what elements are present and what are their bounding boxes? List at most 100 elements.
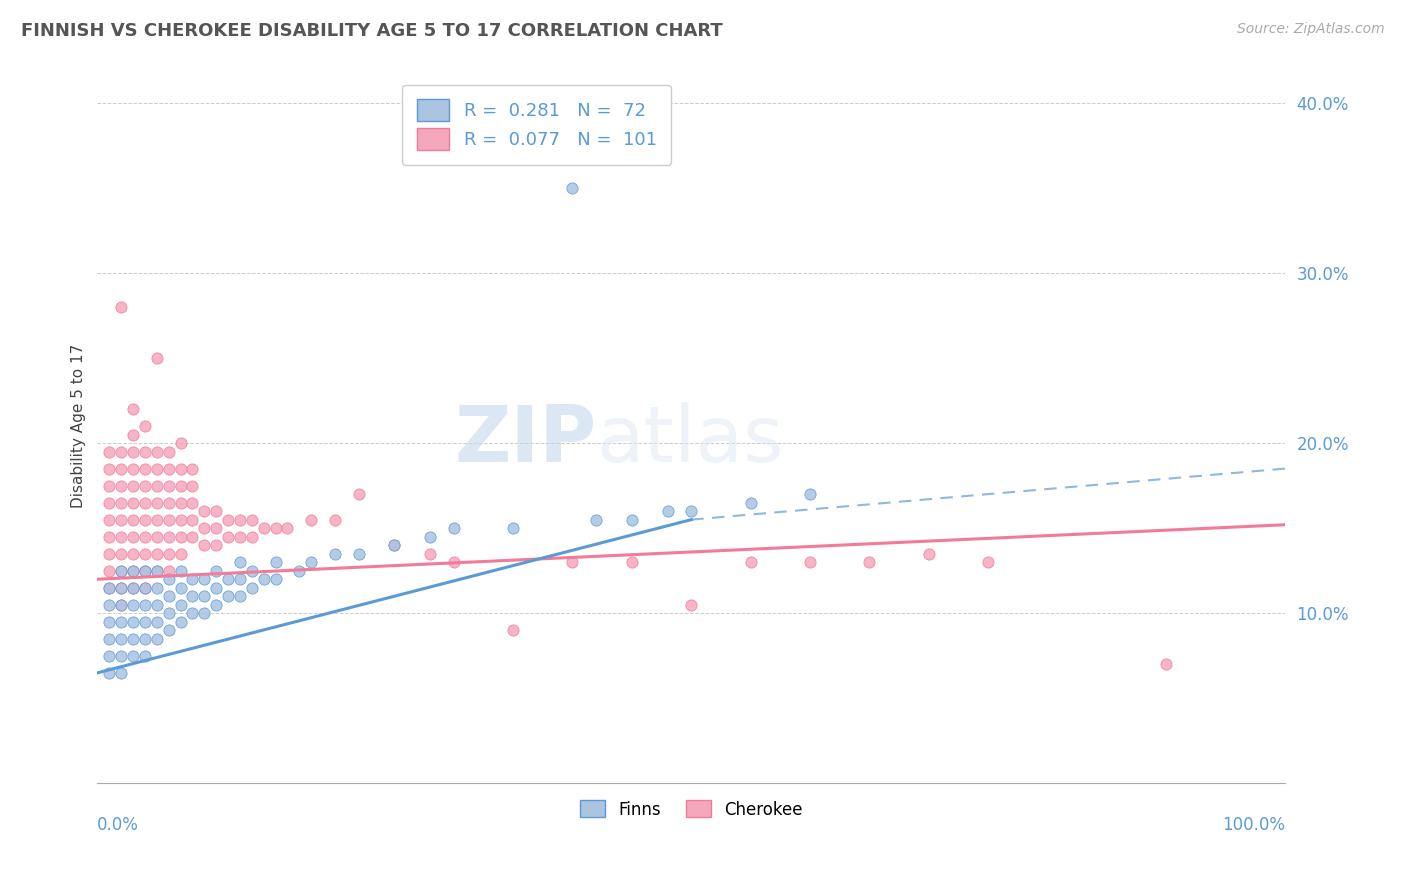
Point (134, 632, 156, 646)
Point (145, 495, 167, 509)
Point (122, 547, 145, 561)
Point (240, 513, 263, 527)
Point (122, 402, 145, 417)
Point (799, 487, 821, 501)
Point (217, 589, 239, 603)
Point (561, 555, 583, 569)
Point (110, 300, 132, 314)
Point (145, 444, 167, 458)
Point (157, 589, 180, 603)
Point (681, 598, 703, 612)
Point (382, 538, 405, 552)
Point (110, 444, 132, 458)
Point (169, 478, 191, 492)
Point (193, 538, 215, 552)
Point (193, 572, 215, 586)
Point (122, 564, 145, 578)
Point (145, 615, 167, 629)
Point (145, 632, 167, 646)
Point (134, 478, 156, 492)
Point (145, 547, 167, 561)
Point (122, 581, 145, 595)
Point (98, 615, 121, 629)
Point (98, 495, 121, 509)
Point (264, 572, 287, 586)
Point (134, 564, 156, 578)
Point (347, 487, 370, 501)
Point (110, 513, 132, 527)
Point (347, 547, 370, 561)
Point (110, 598, 132, 612)
Point (145, 581, 167, 595)
Point (229, 530, 252, 544)
Point (181, 495, 204, 509)
Point (502, 624, 524, 638)
Point (98, 598, 121, 612)
Point (122, 648, 145, 663)
Point (169, 530, 191, 544)
Point (145, 564, 167, 578)
Point (264, 521, 287, 535)
Point (110, 665, 132, 680)
Point (110, 530, 132, 544)
Point (585, 513, 607, 527)
Point (561, 180, 583, 194)
Point (977, 555, 1000, 569)
Point (122, 632, 145, 646)
Point (110, 564, 132, 578)
Point (620, 513, 643, 527)
Point (169, 495, 191, 509)
Point (169, 581, 191, 595)
Point (681, 504, 703, 518)
Point (229, 555, 252, 569)
Point (134, 530, 156, 544)
Point (858, 555, 880, 569)
Point (181, 607, 204, 621)
Point (240, 581, 263, 595)
Point (382, 538, 405, 552)
Point (122, 598, 145, 612)
Point (110, 495, 132, 509)
Text: FINNISH VS CHEROKEE DISABILITY AGE 5 TO 17 CORRELATION CHART: FINNISH VS CHEROKEE DISABILITY AGE 5 TO … (21, 22, 723, 40)
Point (1156, 657, 1178, 672)
Point (229, 513, 252, 527)
Point (205, 581, 228, 595)
Point (122, 461, 145, 475)
Point (253, 521, 276, 535)
Point (205, 564, 228, 578)
Point (443, 521, 465, 535)
Point (205, 538, 228, 552)
Point (134, 581, 156, 595)
Point (181, 572, 204, 586)
Point (217, 572, 239, 586)
Point (181, 513, 204, 527)
Point (193, 607, 215, 621)
Point (145, 598, 167, 612)
Point (740, 495, 762, 509)
Point (419, 530, 441, 544)
Point (98, 665, 121, 680)
Point (181, 530, 204, 544)
Point (122, 581, 145, 595)
Point (122, 495, 145, 509)
Point (217, 513, 239, 527)
Point (169, 436, 191, 450)
Point (157, 547, 180, 561)
Point (443, 555, 465, 569)
Point (110, 598, 132, 612)
Point (323, 513, 346, 527)
Point (122, 427, 145, 442)
Point (98, 632, 121, 646)
Point (134, 581, 156, 595)
Y-axis label: Disability Age 5 to 17: Disability Age 5 to 17 (72, 344, 86, 508)
Point (205, 504, 228, 518)
Point (181, 589, 204, 603)
Point (276, 521, 298, 535)
Point (134, 419, 156, 434)
Point (157, 572, 180, 586)
Point (193, 521, 215, 535)
Point (98, 581, 121, 595)
Point (134, 615, 156, 629)
Point (657, 504, 679, 518)
Point (918, 547, 941, 561)
